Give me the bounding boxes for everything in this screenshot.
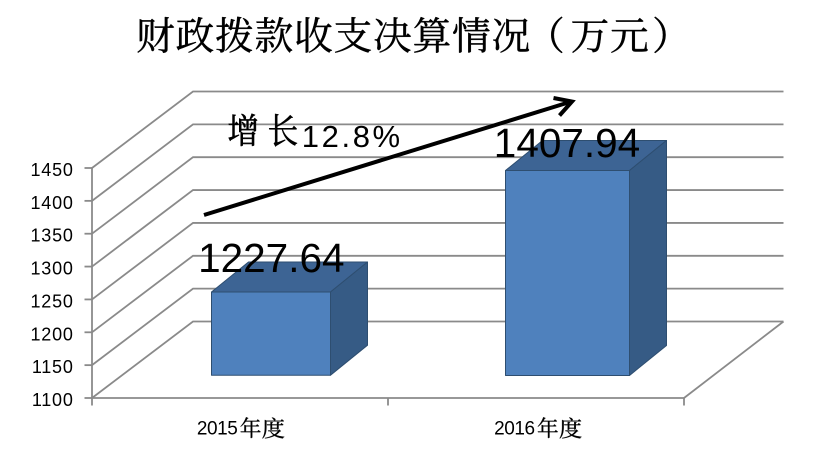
- svg-text:2016: 2016: [494, 419, 534, 440]
- svg-text:1250: 1250: [31, 291, 74, 311]
- svg-text:1227.64: 1227.64: [198, 235, 344, 281]
- svg-text:1300: 1300: [31, 259, 74, 279]
- svg-text:12.8%: 12.8%: [302, 119, 403, 154]
- svg-text:2015: 2015: [197, 419, 237, 440]
- svg-text:1400: 1400: [31, 193, 74, 213]
- svg-text:1150: 1150: [32, 357, 74, 377]
- svg-text:1407.94: 1407.94: [494, 120, 640, 166]
- svg-text:1450: 1450: [31, 160, 74, 180]
- svg-text:1350: 1350: [31, 226, 74, 246]
- svg-text:1200: 1200: [31, 324, 74, 344]
- svg-text:1100: 1100: [32, 390, 74, 410]
